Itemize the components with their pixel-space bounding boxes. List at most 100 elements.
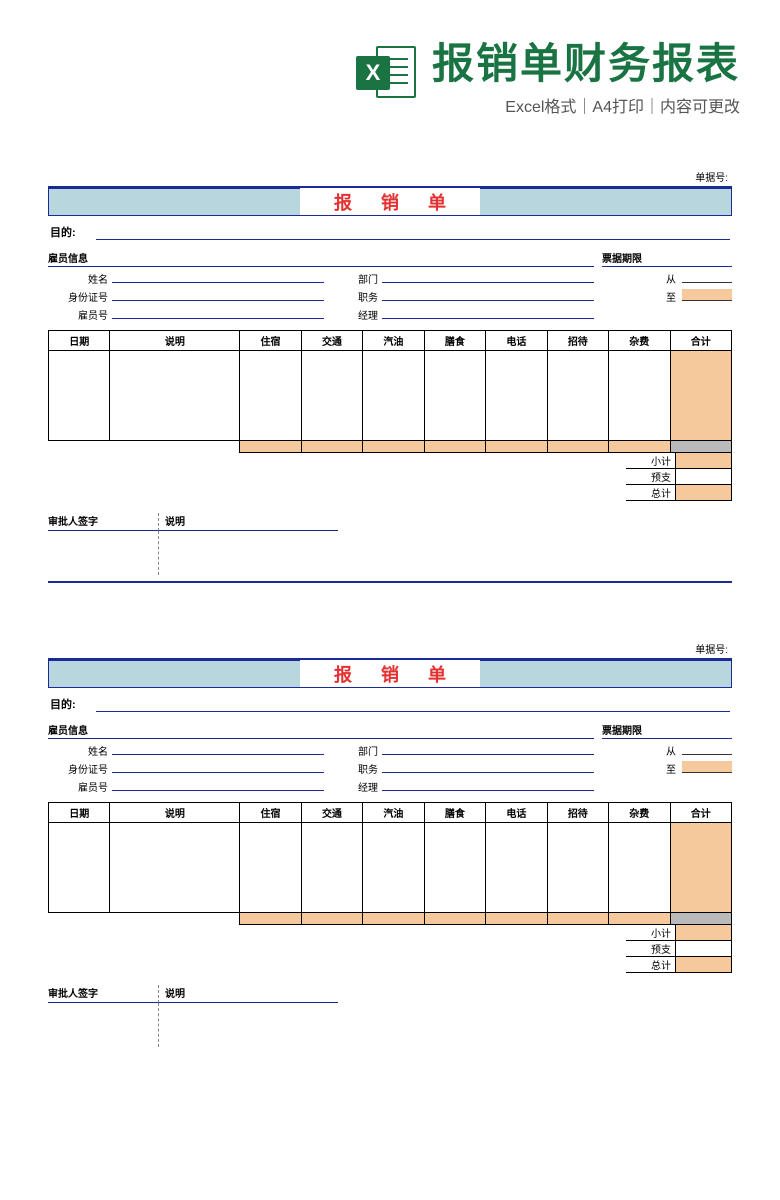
field-position-label: 职务 — [328, 761, 378, 776]
doc-number-label: 单据号: — [48, 169, 732, 188]
table-header-row: 日期 说明 住宿 交通 汽油 膳食 电话 招待 杂费 合计 — [49, 803, 732, 823]
main-title: 报销单财务报表 — [432, 30, 740, 91]
col-lodging: 住宿 — [240, 803, 301, 823]
form-title: 报 销 单 — [300, 660, 480, 688]
field-manager-value — [382, 307, 594, 319]
field-empno-value — [112, 779, 324, 791]
field-empno-label: 雇员号 — [48, 779, 108, 794]
col-misc: 杂费 — [609, 803, 670, 823]
period-to-value — [682, 289, 732, 301]
field-id-label: 身份证号 — [48, 289, 108, 304]
col-meals: 膳食 — [424, 331, 485, 351]
table-header-row: 日期 说明 住宿 交通 汽油 膳食 电话 招待 杂费 合计 — [49, 331, 732, 351]
approval-tail — [158, 531, 732, 575]
field-position-value — [382, 761, 594, 773]
col-entertain: 招待 — [547, 803, 608, 823]
purpose-line — [96, 224, 730, 240]
purpose-row: 目的: — [50, 696, 730, 712]
table-sum-row — [49, 913, 732, 925]
table-sum-row — [49, 441, 732, 453]
field-dept-value — [382, 271, 594, 283]
purpose-label: 目的: — [50, 696, 90, 712]
excel-icon: X — [356, 46, 416, 102]
field-empno-label: 雇员号 — [48, 307, 108, 322]
subtotal-label: 小计 — [626, 453, 676, 469]
employee-caption: 雇员信息 — [48, 722, 594, 739]
period-to-label: 至 — [666, 761, 676, 776]
expense-table: 日期 说明 住宿 交通 汽油 膳食 电话 招待 杂费 合计 — [48, 330, 732, 453]
field-dept-value — [382, 743, 594, 755]
info-block: 雇员信息 姓名 部门 身份证号 职务 雇员号 经理 票据期限 从 至 — [48, 722, 732, 794]
approval-desc-label: 说明 — [158, 513, 218, 531]
col-date: 日期 — [49, 803, 110, 823]
approver-label: 审批人签字 — [48, 513, 158, 531]
col-total: 合计 — [670, 803, 731, 823]
col-date: 日期 — [49, 331, 110, 351]
field-name-label: 姓名 — [48, 743, 108, 758]
employee-caption: 雇员信息 — [48, 250, 594, 267]
expense-form: 单据号: 报 销 单 目的: 雇员信息 姓名 部门 身份证号 职务 雇员号 经理… — [36, 157, 744, 601]
field-manager-label: 经理 — [328, 307, 378, 322]
field-id-value — [112, 289, 324, 301]
grand-value — [676, 957, 732, 973]
sub-title: Excel格式｜A4打印｜内容可更改 — [432, 93, 740, 117]
field-dept-label: 部门 — [328, 743, 378, 758]
form-bottom-rule — [48, 581, 732, 583]
period-caption: 票据期限 — [602, 250, 732, 267]
field-manager-label: 经理 — [328, 779, 378, 794]
doc-number-label: 单据号: — [48, 641, 732, 660]
subtotal-value — [676, 453, 732, 469]
field-id-value — [112, 761, 324, 773]
col-desc: 说明 — [110, 803, 240, 823]
form-banner: 报 销 单 — [48, 660, 732, 688]
field-name-value — [112, 743, 324, 755]
col-fuel: 汽油 — [363, 803, 424, 823]
approval-desc-line — [218, 513, 338, 531]
advance-value — [676, 941, 732, 957]
col-lodging: 住宿 — [240, 331, 301, 351]
grand-label: 总计 — [626, 957, 676, 973]
col-desc: 说明 — [110, 331, 240, 351]
advance-label: 预支 — [626, 469, 676, 485]
field-manager-value — [382, 779, 594, 791]
field-empno-value — [112, 307, 324, 319]
field-position-label: 职务 — [328, 289, 378, 304]
totals-block: 小计 预支 总计 — [48, 925, 732, 973]
field-id-label: 身份证号 — [48, 761, 108, 776]
period-block: 票据期限 从 至 — [602, 250, 732, 322]
period-block: 票据期限 从 至 — [602, 722, 732, 794]
approval-row: 审批人签字 说明 — [48, 513, 732, 531]
period-from-value — [682, 743, 732, 755]
period-to-label: 至 — [666, 289, 676, 304]
page-header: X 报销单财务报表 Excel格式｜A4打印｜内容可更改 — [0, 0, 780, 121]
form-banner: 报 销 单 — [48, 188, 732, 216]
period-from-value — [682, 271, 732, 283]
approval-desc-line — [218, 985, 338, 1003]
period-caption: 票据期限 — [602, 722, 732, 739]
totals-block: 小计 预支 总计 — [48, 453, 732, 501]
employee-info: 雇员信息 姓名 部门 身份证号 职务 雇员号 经理 — [48, 722, 594, 794]
field-name-value — [112, 271, 324, 283]
expense-form: 单据号: 报 销 单 目的: 雇员信息 姓名 部门 身份证号 职务 雇员号 经理… — [36, 629, 744, 1065]
approval-desc-label: 说明 — [158, 985, 218, 1003]
col-transport: 交通 — [301, 331, 362, 351]
info-block: 雇员信息 姓名 部门 身份证号 职务 雇员号 经理 票据期限 从 至 — [48, 250, 732, 322]
col-entertain: 招待 — [547, 331, 608, 351]
period-from-label: 从 — [666, 271, 676, 286]
subtotal-value — [676, 925, 732, 941]
col-fuel: 汽油 — [363, 331, 424, 351]
table-body-row — [49, 351, 732, 441]
employee-info: 雇员信息 姓名 部门 身份证号 职务 雇员号 经理 — [48, 250, 594, 322]
title-block: 报销单财务报表 Excel格式｜A4打印｜内容可更改 — [432, 30, 740, 117]
grand-label: 总计 — [626, 485, 676, 501]
period-from-label: 从 — [666, 743, 676, 758]
purpose-label: 目的: — [50, 224, 90, 240]
col-phone: 电话 — [486, 331, 547, 351]
col-misc: 杂费 — [609, 331, 670, 351]
col-transport: 交通 — [301, 803, 362, 823]
purpose-line — [96, 696, 730, 712]
field-position-value — [382, 289, 594, 301]
form-title: 报 销 单 — [300, 188, 480, 216]
approval-tail — [158, 1003, 732, 1047]
col-total: 合计 — [670, 331, 731, 351]
